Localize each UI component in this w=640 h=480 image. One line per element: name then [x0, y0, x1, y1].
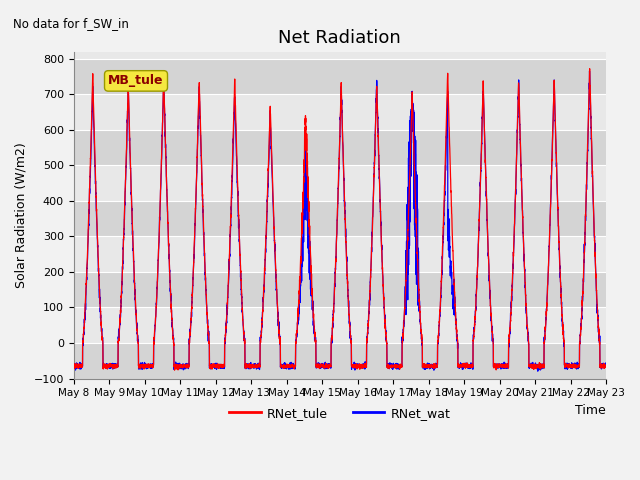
Bar: [74, 166, 606, 201]
Text: No data for f_SW_in: No data for f_SW_in: [13, 17, 129, 30]
RNet_wat: [320, 363, 328, 369]
RNet_wat: [534, 368, 541, 374]
RNet_tule: [602, 364, 609, 370]
RNet_tule: [429, 361, 437, 367]
Legend: RNet_tule, RNet_wat: RNet_tule, RNet_wat: [225, 402, 455, 424]
Line: RNet_tule: RNet_tule: [74, 69, 606, 370]
Bar: [74, 95, 606, 130]
RNet_tule: [70, 364, 77, 370]
RNet_wat: [602, 362, 610, 368]
Bar: [74, 59, 606, 95]
RNet_tule: [602, 362, 610, 368]
RNet_wat: [489, 338, 497, 344]
Bar: [74, 237, 606, 272]
RNet_wat: [586, 68, 593, 74]
Y-axis label: Solar Radiation (W/m2): Solar Radiation (W/m2): [15, 142, 28, 288]
Text: MB_tule: MB_tule: [108, 74, 164, 87]
Line: RNet_wat: RNet_wat: [74, 71, 606, 371]
RNet_tule: [490, 341, 497, 347]
RNet_tule: [320, 363, 328, 369]
Bar: [74, 308, 606, 343]
RNet_wat: [459, 363, 467, 369]
RNet_wat: [166, 255, 173, 261]
Bar: [74, 201, 606, 237]
RNet_wat: [602, 360, 609, 366]
X-axis label: Time: Time: [575, 404, 606, 417]
Title: Net Radiation: Net Radiation: [278, 29, 401, 48]
RNet_tule: [586, 66, 593, 72]
RNet_wat: [70, 362, 77, 368]
RNet_wat: [429, 364, 437, 370]
RNet_tule: [459, 363, 467, 369]
Bar: [74, 272, 606, 308]
RNet_tule: [166, 259, 173, 264]
Bar: [74, 343, 606, 379]
RNet_tule: [171, 367, 179, 373]
Bar: [74, 130, 606, 166]
